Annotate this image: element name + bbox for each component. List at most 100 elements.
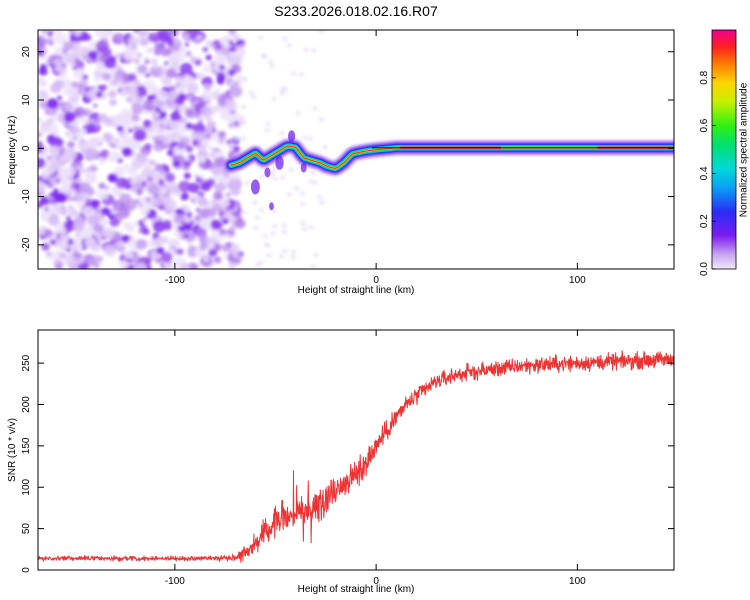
noise-blob [94,30,108,38]
noise-blob [281,229,287,234]
noise-blob [167,90,179,101]
noise-blob [230,55,242,66]
noise-blob [80,227,93,239]
noise-blob [184,223,193,231]
noise-blob [73,237,81,245]
noise-blob [178,180,191,193]
noise-blob [258,36,264,40]
noise-blob [157,30,171,43]
noise-blob [205,40,213,47]
noise-blob [102,132,113,142]
noise-blob [109,98,117,107]
noise-blob [189,56,198,64]
noise-blob [56,95,63,101]
noise-blob [318,30,323,34]
noise-blob [38,67,48,76]
noise-blob [86,198,93,205]
noise-blob [127,36,140,47]
noise-blob [84,237,97,248]
colorbar-tick-label: 0.8 [699,70,710,84]
noise-blob [74,120,80,125]
noise-blob [175,76,183,83]
noise-blob [219,64,226,71]
noise-blob [240,136,246,141]
noise-blob [242,77,248,82]
spectrogram-xtick-label: -100 [165,275,185,286]
noise-blob [153,64,159,70]
noise-blob [210,61,216,67]
noise-blob [107,151,120,163]
noise-blob [74,256,84,265]
noise-blob [313,253,319,258]
noise-blob [269,171,275,176]
noise-blob [202,64,212,73]
noise-blob [64,253,77,265]
noise-blob [170,111,181,122]
noise-blob [88,50,98,59]
noise-blob [127,73,137,82]
noise-blob [134,174,145,184]
noise-blob [108,89,117,98]
noise-blob [180,192,190,201]
noise-blob [55,178,61,183]
colorbar-tick-label: 0.0 [699,262,710,276]
noise-blob [225,90,231,95]
noise-blob [279,131,285,136]
noise-blob [269,64,275,69]
noise-blob [272,176,278,181]
noise-blob [205,54,212,61]
noise-blob [220,215,225,220]
noise-blob [39,196,50,206]
noise-blob [213,256,222,264]
spectrogram-ytick-label: -10 [21,189,32,204]
noise-blob [82,74,89,80]
noise-blob [40,36,46,42]
noise-blob [97,113,108,123]
noise-blob [48,215,60,226]
snr-ytick-label: 100 [21,478,32,495]
noise-blob [185,122,193,130]
noise-blob [101,207,110,216]
noise-blob [147,183,160,195]
noise-blob [310,170,316,175]
noise-blob [156,246,165,255]
noise-blob [300,201,305,206]
noise-blob [44,216,49,221]
noise-blob [188,182,200,194]
snr-axes: -100 0 100 0 50 100 150 200 250 [21,330,674,587]
noise-blob [76,191,90,204]
noise-blob [104,57,117,69]
noise-blob [125,118,133,125]
noise-blob [265,122,271,127]
noise-blob [39,100,48,109]
noise-blob [301,135,307,140]
noise-blob [147,253,153,258]
noise-blob [114,52,122,59]
snr-ytick-label: 50 [21,523,32,535]
noise-blob [200,106,212,116]
noise-blob [46,251,52,256]
noise-blob [147,241,154,248]
noise-blob [50,239,57,245]
noise-blob [63,112,76,123]
noise-blob [185,145,194,153]
noise-blob [133,129,147,141]
noise-blob [86,89,97,100]
ridge-spot [269,202,274,211]
noise-blob [74,30,82,37]
noise-blob [213,150,222,159]
noise-blob [95,91,103,98]
noise-blob [132,221,139,227]
noise-blob [308,225,314,230]
noise-blob [121,147,133,157]
noise-blob [99,218,109,227]
noise-blob [153,142,164,152]
noise-blob [98,182,106,190]
noise-blob [71,81,79,88]
noise-blob [157,170,167,179]
noise-blob [183,172,191,179]
noise-blob [146,176,154,183]
noise-blob [78,46,90,56]
noise-blob [197,155,207,164]
